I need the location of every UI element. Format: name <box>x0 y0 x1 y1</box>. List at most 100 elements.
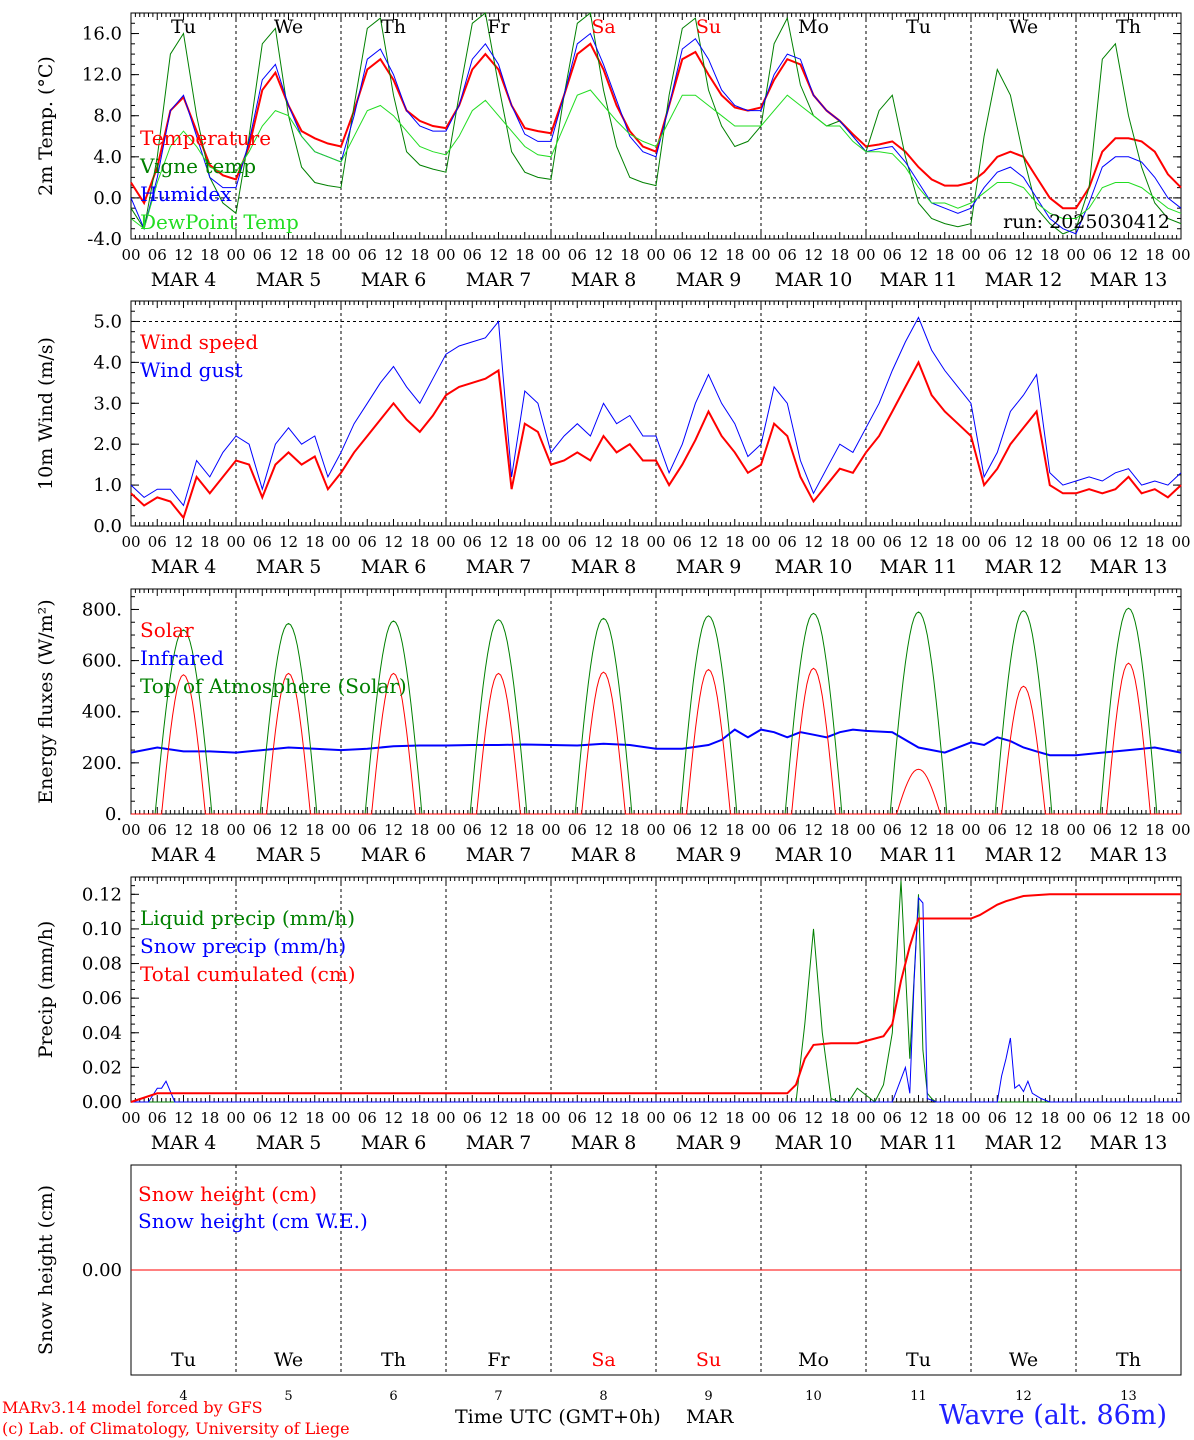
weekday-label-bottom: Tu <box>906 1349 931 1371</box>
hour-tick-label: 18 <box>515 821 534 839</box>
date-label: MAR 11 <box>880 269 958 291</box>
weekday-label-bottom: Th <box>381 1349 406 1371</box>
weekday-label-bottom: Fr <box>487 1349 510 1371</box>
run-label: run: 2025030412 <box>1003 211 1170 233</box>
hour-tick-label: 12 <box>174 533 193 551</box>
date-label: MAR 13 <box>1090 1132 1168 1154</box>
y-tick-label: 0.12 <box>82 884 122 905</box>
hour-tick-label: 00 <box>1171 246 1190 264</box>
hour-tick-label: 12 <box>384 246 403 264</box>
x-axis-month: MAR <box>686 1406 734 1428</box>
hour-tick-label: 00 <box>226 533 245 551</box>
hour-tick-label: 18 <box>305 533 324 551</box>
date-label: MAR 5 <box>256 269 322 291</box>
date-label: MAR 12 <box>985 1132 1063 1154</box>
hour-tick-label: 12 <box>1014 533 1033 551</box>
hour-tick-label: 18 <box>1040 533 1059 551</box>
hour-tick-label: 06 <box>253 1109 272 1127</box>
y-tick-label: 2.0 <box>93 434 122 455</box>
hour-tick-label: 00 <box>121 821 140 839</box>
date-label: MAR 6 <box>361 556 427 578</box>
series-dewpoint-temp <box>130 89 1182 230</box>
date-label: MAR 10 <box>775 1132 853 1154</box>
hour-tick-label: 00 <box>1066 533 1085 551</box>
y-tick-label: 600. <box>82 651 122 672</box>
hour-tick-label: 18 <box>830 246 849 264</box>
day-number-label: 4 <box>179 1389 187 1404</box>
hour-tick-label: 06 <box>358 821 377 839</box>
y-tick-label: 3.0 <box>93 393 122 414</box>
hour-tick-label: 06 <box>988 533 1007 551</box>
hour-tick-label: 18 <box>305 246 324 264</box>
panel-temp <box>130 12 1182 240</box>
hour-tick-label: 18 <box>410 533 429 551</box>
hour-tick-label: 18 <box>725 246 744 264</box>
hour-tick-label: 12 <box>174 1109 193 1127</box>
hour-tick-label: 12 <box>279 246 298 264</box>
hour-tick-label: 06 <box>778 821 797 839</box>
date-label: MAR 10 <box>775 844 853 866</box>
legend-entry: Snow precip (mm/h) <box>140 934 346 958</box>
hour-tick-label: 06 <box>253 533 272 551</box>
panel-snow <box>130 1164 1182 1376</box>
hour-tick-label: 00 <box>961 821 980 839</box>
hour-tick-label: 12 <box>279 1109 298 1127</box>
series-vigne-temp <box>130 12 1182 235</box>
hour-tick-label: 00 <box>541 821 560 839</box>
hour-tick-label: 00 <box>856 246 875 264</box>
hour-tick-label: 00 <box>436 246 455 264</box>
hour-tick-label: 18 <box>620 533 639 551</box>
weekday-label-top: Fr <box>487 16 510 38</box>
legend-entry: Vigne temp <box>139 154 256 178</box>
hour-tick-label: 18 <box>935 821 954 839</box>
hour-tick-label: 18 <box>515 246 534 264</box>
date-label: MAR 13 <box>1090 844 1168 866</box>
hour-tick-label: 06 <box>148 533 167 551</box>
date-label: MAR 6 <box>361 1132 427 1154</box>
hour-tick-label: 06 <box>358 246 377 264</box>
hour-tick-label: 06 <box>568 821 587 839</box>
date-label: MAR 7 <box>466 556 532 578</box>
hour-tick-label: 18 <box>830 1109 849 1127</box>
hour-tick-label: 18 <box>725 533 744 551</box>
legend-entry: Wind gust <box>140 358 243 382</box>
hour-tick-label: 18 <box>935 1109 954 1127</box>
hour-tick-label: 18 <box>410 821 429 839</box>
weekday-label-bottom: We <box>1009 1349 1038 1371</box>
hour-tick-label: 06 <box>463 533 482 551</box>
hour-tick-label: 06 <box>1093 533 1112 551</box>
weekday-label-bottom: Th <box>1116 1349 1141 1371</box>
day-number-label: 13 <box>1120 1389 1137 1404</box>
y-tick-label: 200. <box>82 753 122 774</box>
weekday-label-bottom: Su <box>696 1349 721 1371</box>
y-axis-title: 10m Wind (m/s) <box>35 337 57 490</box>
date-label: MAR 4 <box>151 269 217 291</box>
hour-tick-label: 12 <box>384 1109 403 1127</box>
weekday-label-top: Tu <box>906 16 931 38</box>
day-number-label: 6 <box>389 1389 397 1404</box>
hour-tick-label: 00 <box>1171 1109 1190 1127</box>
date-label: MAR 5 <box>256 556 322 578</box>
y-tick-label: 4.0 <box>93 352 122 373</box>
hour-tick-label: 00 <box>1171 821 1190 839</box>
hour-tick-label: 06 <box>568 246 587 264</box>
hour-tick-label: 12 <box>279 821 298 839</box>
legend-entry: Humidex <box>140 182 232 206</box>
date-label: MAR 7 <box>466 269 532 291</box>
hour-tick-label: 12 <box>489 821 508 839</box>
hour-tick-label: 06 <box>148 821 167 839</box>
hour-tick-label: 12 <box>699 821 718 839</box>
legend-entry: Snow height (cm W.E.) <box>138 1209 368 1233</box>
date-label: MAR 13 <box>1090 556 1168 578</box>
weekday-label-bottom: Mo <box>798 1349 829 1371</box>
hour-tick-label: 06 <box>1093 1109 1112 1127</box>
y-tick-label: 0. <box>105 804 122 825</box>
y-tick-label: 800. <box>82 599 122 620</box>
day-number-label: 5 <box>284 1389 292 1404</box>
panel-wind <box>130 300 1182 527</box>
weekday-label-top: We <box>1009 16 1038 38</box>
hour-tick-label: 00 <box>1066 821 1085 839</box>
hour-tick-label: 00 <box>646 821 665 839</box>
hour-tick-label: 00 <box>436 1109 455 1127</box>
